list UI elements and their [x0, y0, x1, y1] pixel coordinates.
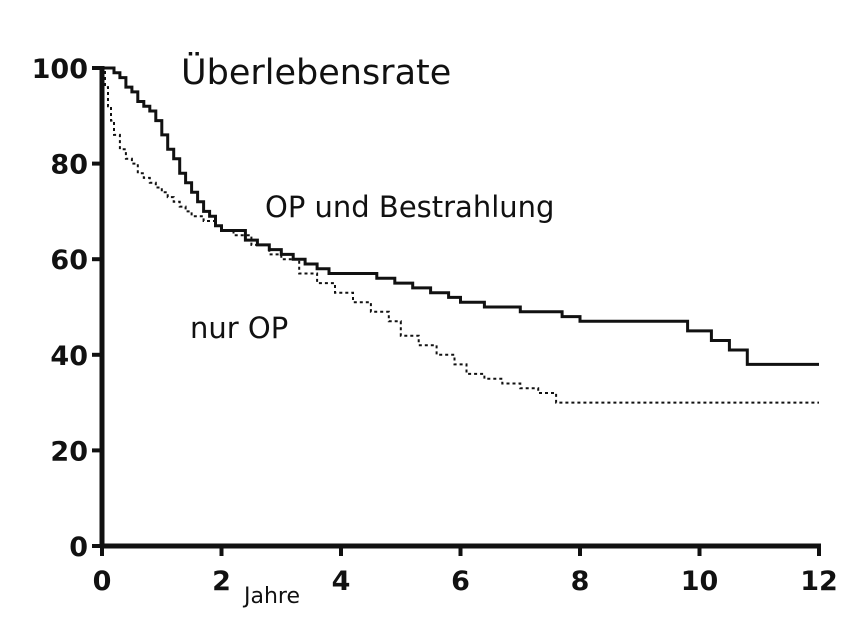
- x-axis-label: Jahre: [242, 584, 300, 609]
- series-label-op-und-bestrahlung: OP und Bestrahlung: [265, 190, 554, 224]
- x-tick-label: 2: [212, 566, 231, 597]
- chart-title: Überlebensrate: [181, 51, 451, 93]
- x-tick-label: 8: [571, 566, 590, 597]
- y-tick-label: 80: [50, 150, 88, 181]
- x-tick-label: 0: [93, 566, 112, 597]
- x-tick-label: 10: [681, 566, 719, 597]
- series-layer: [102, 66, 819, 404]
- x-tick-label: 12: [800, 566, 838, 597]
- series-label-nur-op: nur OP: [190, 311, 288, 345]
- axes: 0 2 4 6 8 10 12 0 20 40 60 80 100: [32, 54, 838, 597]
- y-tick-label: 0: [69, 532, 88, 563]
- x-tick-label: 4: [332, 566, 351, 597]
- x-tick-label: 6: [451, 566, 470, 597]
- y-tick-label: 20: [50, 436, 88, 467]
- series-line-nur-op: [102, 67, 819, 404]
- series-line-op-und-bestrahlung: [102, 66, 819, 366]
- y-tick-label: 40: [50, 341, 88, 372]
- y-tick-label: 100: [32, 54, 88, 85]
- y-tick-label: 60: [50, 245, 88, 276]
